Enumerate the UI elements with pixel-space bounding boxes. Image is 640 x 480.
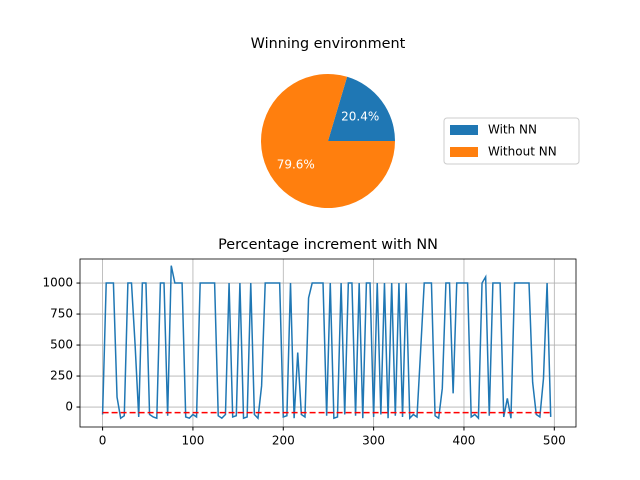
slice-label: 79.6%	[277, 158, 315, 172]
legend-swatch	[450, 125, 478, 135]
legend-label: Without NN	[488, 145, 557, 159]
y-tick-label: 1000	[42, 276, 73, 290]
line-title: Percentage increment with NN	[218, 237, 438, 253]
line-series	[101, 265, 552, 420]
plot-frame	[79, 258, 577, 428]
y-tick-label: 500	[50, 338, 73, 352]
legend-label: With NN	[488, 123, 537, 137]
pie-slice	[328, 76, 395, 141]
slice-label: 20.4%	[341, 109, 379, 123]
x-tick-label: 500	[543, 434, 566, 448]
pie-title: Winning environment	[251, 36, 406, 52]
y-tick-label: 0	[65, 400, 73, 414]
y-tick-label: 250	[50, 369, 73, 383]
x-tick-label: 400	[453, 434, 476, 448]
x-tick-label: 0	[99, 434, 107, 448]
y-tick-label: 750	[50, 307, 73, 321]
x-tick-label: 300	[362, 434, 385, 448]
legend-swatch	[450, 147, 478, 157]
x-tick-label: 100	[181, 434, 204, 448]
pie-slice	[261, 74, 395, 208]
x-tick-label: 200	[272, 434, 295, 448]
